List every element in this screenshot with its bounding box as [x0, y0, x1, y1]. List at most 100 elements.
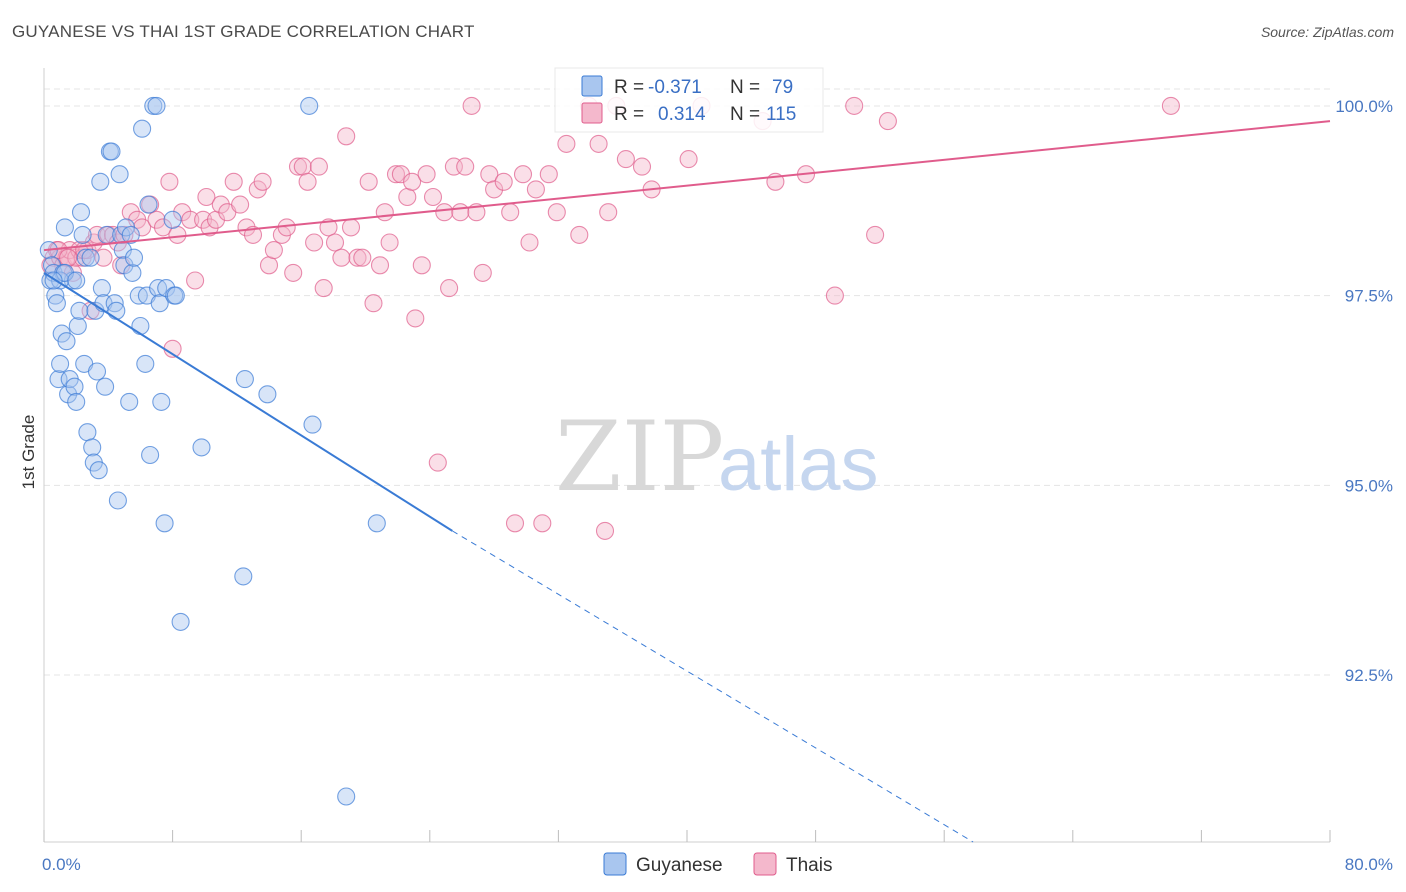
- axis-layer: 0.0% 80.0%: [42, 68, 1393, 874]
- chart-title: GUYANESE VS THAI 1ST GRADE CORRELATION C…: [12, 22, 475, 41]
- data-point-guyanese: [102, 142, 121, 161]
- watermark-atlas: atlas: [718, 422, 879, 507]
- data-point-thai: [435, 203, 454, 222]
- y-tick-label: 97.5%: [1345, 287, 1393, 306]
- data-point-thai: [526, 180, 545, 199]
- data-point-thai: [380, 233, 399, 252]
- data-point-thai: [253, 172, 272, 191]
- legend-r-value-thais: 0.314: [658, 104, 706, 125]
- data-point-guyanese: [171, 612, 190, 631]
- data-point-thai: [398, 187, 417, 207]
- data-point-thai: [314, 279, 333, 298]
- series-legend-swatch-guyanese: [603, 852, 627, 876]
- data-point-thai: [284, 263, 303, 282]
- data-point-thai: [616, 150, 635, 169]
- legend-n-value-guyanese: 79: [772, 77, 793, 98]
- data-point-guyanese: [81, 248, 100, 267]
- data-point-thai: [224, 172, 243, 191]
- data-point-thai: [570, 225, 589, 244]
- data-point-thai: [494, 172, 513, 191]
- data-point-thai: [423, 187, 443, 207]
- data-point-thai: [337, 127, 356, 146]
- trendline-thais: [43, 120, 1331, 252]
- data-point-guyanese: [123, 263, 142, 282]
- data-point-thai: [94, 248, 113, 267]
- data-point-thai: [364, 294, 383, 313]
- data-point-guyanese: [234, 567, 253, 586]
- data-point-thai: [417, 165, 436, 184]
- data-point-guyanese: [131, 316, 150, 336]
- data-point-guyanese: [71, 203, 91, 222]
- legend-n-value-thais: 115: [766, 104, 796, 125]
- data-point-thai: [288, 157, 308, 176]
- data-point-thai: [505, 514, 525, 533]
- data-point-guyanese: [139, 195, 158, 214]
- data-point-guyanese: [235, 370, 254, 389]
- data-point-guyanese: [337, 787, 356, 806]
- data-point-thai: [595, 521, 615, 540]
- data-point-thai: [264, 241, 283, 260]
- data-point-thai: [197, 187, 216, 207]
- data-point-guyanese: [303, 415, 322, 434]
- y-tick-label: 95.0%: [1345, 476, 1393, 495]
- y-tick-label: 100.0%: [1335, 97, 1393, 116]
- data-point-thai: [485, 180, 504, 199]
- data-point-thai: [186, 271, 205, 290]
- data-point-guyanese: [96, 377, 115, 396]
- watermark: ZIP atlas: [555, 401, 879, 513]
- grid-layer: 92.5% 95.0% 97.5% 100.0%: [44, 88, 1393, 685]
- data-point-thai: [153, 218, 173, 237]
- data-point-thai: [557, 134, 576, 153]
- data-point-thai: [451, 203, 470, 222]
- data-point-thai: [599, 203, 618, 222]
- data-point-guyanese: [51, 354, 70, 373]
- data-point-guyanese: [147, 96, 166, 115]
- series-legend: Guyanese Thais: [603, 852, 832, 876]
- data-point-guyanese: [55, 218, 74, 237]
- data-point-thai: [341, 218, 361, 237]
- data-point-guyanese: [124, 248, 144, 267]
- data-point-thai: [825, 286, 844, 305]
- data-point-thai: [237, 218, 256, 237]
- data-point-thai: [319, 218, 338, 237]
- data-point-thai: [403, 172, 422, 191]
- legend-r-label-thais: R =: [614, 104, 644, 125]
- data-point-thai: [277, 218, 296, 237]
- data-point-guyanese: [57, 332, 76, 351]
- data-point-thai: [520, 233, 539, 252]
- data-point-thai: [168, 225, 187, 244]
- data-point-thai: [547, 203, 566, 222]
- data-point-guyanese: [110, 165, 129, 184]
- data-point-thai: [147, 210, 166, 229]
- data-point-guyanese: [120, 392, 139, 411]
- data-point-guyanese: [70, 301, 89, 320]
- data-point-thai: [194, 210, 213, 229]
- data-point-thai: [679, 150, 698, 169]
- legend-n-label-guyanese: N =: [730, 77, 760, 98]
- data-point-thai: [539, 165, 558, 184]
- data-point-thai: [412, 256, 431, 275]
- data-point-guyanese: [67, 271, 86, 290]
- data-point-guyanese: [136, 354, 155, 373]
- data-point-guyanese: [107, 301, 126, 320]
- data-point-thai: [348, 248, 367, 267]
- x-tick-label-max: 80.0%: [1345, 855, 1393, 874]
- data-point-guyanese: [155, 514, 174, 533]
- data-point-guyanese: [152, 392, 171, 411]
- data-point-guyanese: [192, 438, 211, 457]
- legend-r-label-guyanese: R =: [614, 77, 644, 98]
- trend-layer: [43, 120, 1331, 843]
- series-legend-label-guyanese: Guyanese: [636, 855, 723, 876]
- data-point-guyanese: [91, 172, 110, 191]
- trendline-guyanese: [43, 272, 453, 532]
- data-point-guyanese: [67, 392, 86, 411]
- data-point-guyanese: [83, 438, 102, 457]
- data-point-guyanese: [47, 294, 66, 313]
- data-point-guyanese: [163, 210, 182, 229]
- data-point-guyanese: [78, 423, 97, 442]
- legend-r-value-guyanese: -0.371: [648, 77, 702, 98]
- data-point-thai: [878, 112, 897, 131]
- legend-swatch-guyanese: [581, 75, 603, 97]
- data-point-thai: [428, 453, 447, 472]
- data-point-thai: [501, 203, 520, 222]
